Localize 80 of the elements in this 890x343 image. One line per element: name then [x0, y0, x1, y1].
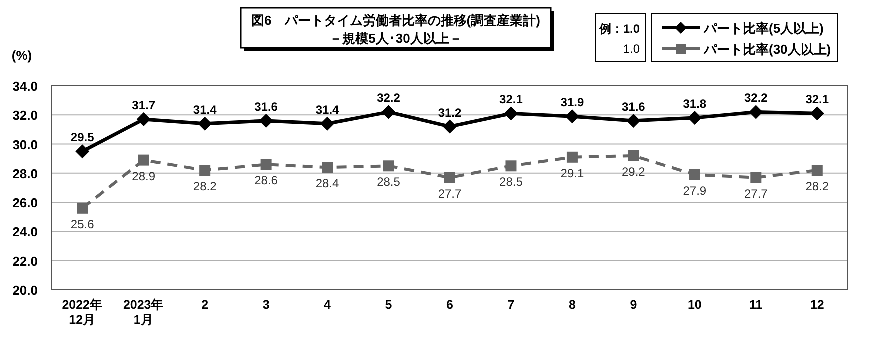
- point: [689, 169, 700, 180]
- data-label: 28.2: [193, 180, 218, 194]
- y-tick-label: 26.0: [12, 196, 38, 211]
- point: [566, 152, 578, 163]
- data-label: 31.8: [683, 97, 707, 112]
- data-label: 31.6: [254, 100, 278, 114]
- point: [77, 202, 88, 214]
- data-label: 31.7: [132, 98, 156, 113]
- data-label: 31.4: [193, 102, 218, 117]
- x-tick-label: 5: [385, 298, 392, 312]
- data-label: 32.1: [500, 92, 524, 107]
- data-label: 27.7: [744, 186, 768, 201]
- data-label: 31.9: [560, 96, 584, 110]
- point: [259, 114, 274, 128]
- x-tick-label: 2023年 1月: [123, 298, 164, 327]
- data-label: 32.2: [744, 91, 768, 106]
- point: [200, 165, 211, 176]
- y-tick-label: 34.0: [12, 79, 38, 94]
- y-tick-label: 30.0: [12, 137, 38, 152]
- point: [626, 114, 641, 128]
- point: [198, 116, 212, 131]
- point: [750, 172, 762, 184]
- point: [749, 105, 764, 120]
- data-label: 28.6: [254, 174, 278, 188]
- y-tick-label: 32.0: [12, 108, 38, 124]
- x-tick-label: 12: [810, 298, 824, 312]
- y-tick-label: 24.0: [12, 224, 38, 240]
- data-label: 25.6: [70, 217, 95, 232]
- x-tick-label: 6: [446, 298, 454, 312]
- y-tick-label: 20.0: [12, 283, 38, 298]
- data-label: 28.5: [500, 175, 524, 190]
- point: [688, 111, 702, 126]
- data-label: 28.4: [316, 176, 340, 191]
- point: [810, 106, 824, 121]
- point: [382, 105, 396, 120]
- legend-label: パート比率(30人以上): [703, 42, 832, 57]
- point: [628, 150, 640, 162]
- x-tick-label: 9: [630, 298, 638, 312]
- data-label: 31.2: [438, 106, 462, 120]
- point: [504, 106, 518, 121]
- y-tick-label: 28.0: [12, 166, 38, 182]
- x-tick-label: 11: [750, 298, 763, 312]
- point: [138, 154, 150, 166]
- point: [506, 160, 517, 172]
- data-label: 32.1: [806, 92, 830, 107]
- x-tick-label: 8: [568, 298, 576, 312]
- x-tick-label: 10: [688, 298, 702, 312]
- y-axis-title: (%): [12, 48, 32, 63]
- data-label: 28.5: [377, 175, 401, 190]
- chart-title: 図6 パートタイム労働者比率の推移(調査産業計): [252, 13, 540, 28]
- point: [812, 165, 823, 176]
- point: [443, 120, 457, 134]
- data-label: 32.2: [377, 91, 401, 106]
- x-tick-label: 2: [202, 298, 209, 312]
- x-tick-label: 4: [324, 298, 332, 312]
- point: [76, 144, 90, 159]
- data-label: 31.6: [622, 100, 646, 114]
- data-label: 29.5: [70, 130, 95, 145]
- x-tick-label: 2022年 12月: [62, 298, 104, 327]
- point: [383, 160, 394, 172]
- point: [444, 172, 456, 184]
- data-label: 29.1: [560, 166, 584, 180]
- chart-subtitle: －規模5人･30人以上－: [330, 31, 462, 46]
- point: [320, 116, 335, 131]
- data-label: 28.2: [806, 180, 830, 194]
- data-label: 29.2: [622, 164, 646, 179]
- data-label: 27.7: [438, 186, 462, 201]
- point: [322, 162, 334, 174]
- data-label: 31.4: [316, 102, 340, 117]
- legend-label: パート比率(5人以上): [703, 21, 824, 36]
- x-tick-label: 7: [508, 298, 515, 312]
- y-tick-label: 22.0: [12, 254, 38, 269]
- point: [565, 110, 580, 124]
- data-label: 28.9: [132, 169, 156, 184]
- point: [136, 112, 151, 127]
- text: 1.0: [623, 42, 640, 56]
- data-label: 27.9: [683, 184, 707, 198]
- x-tick-label: 3: [262, 298, 270, 312]
- point: [260, 159, 272, 170]
- text: 例：1.0: [598, 22, 640, 36]
